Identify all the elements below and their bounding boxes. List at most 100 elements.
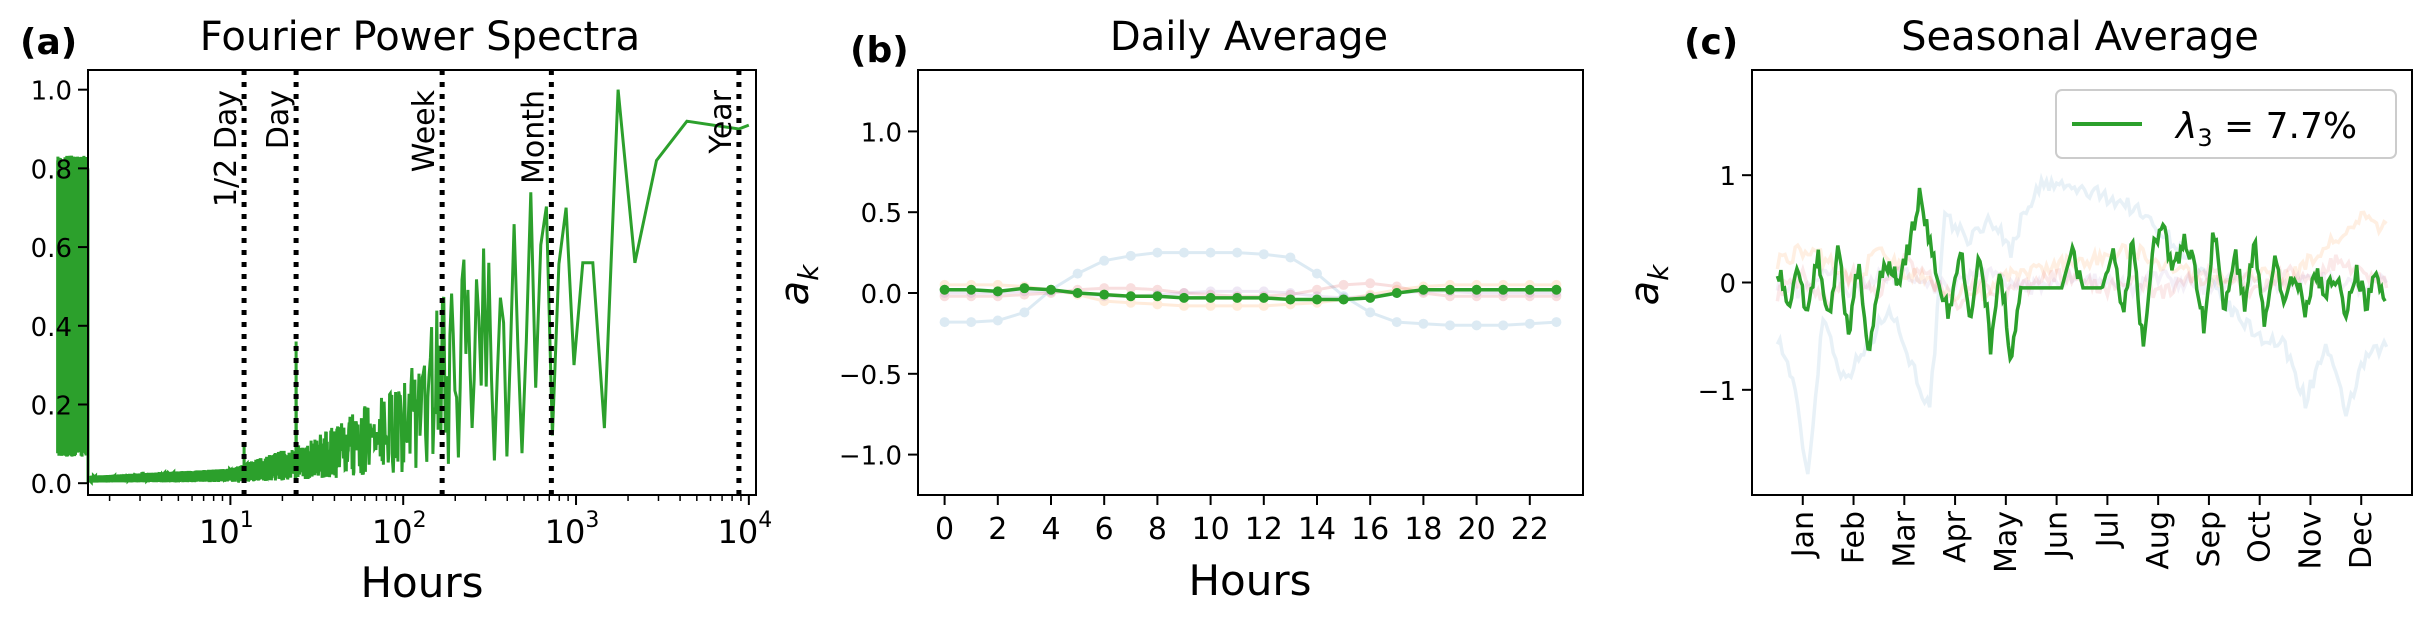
y-tick-label-b-1: −0.5: [839, 361, 902, 391]
marker-label-4: Year: [704, 89, 739, 154]
point-b-4-17: [1391, 288, 1402, 299]
point-b-4-9: [1179, 292, 1189, 303]
x-tick-label-a-2: 103: [545, 508, 600, 551]
point-b-4-2: [992, 286, 1003, 297]
legend-label-lambda: λ: [2174, 106, 2197, 147]
point-b-1-11: [1232, 300, 1243, 311]
point-b-0-21: [1498, 320, 1509, 331]
series-line-c-1: [1775, 210, 2388, 303]
x-tick-label-b-11: 22: [1511, 512, 1549, 547]
point-b-0-20: [1471, 320, 1482, 331]
point-b-0-1: [966, 317, 977, 328]
point-b-0-3: [1019, 307, 1030, 318]
y-axis-label-c: ak: [1622, 263, 1675, 306]
point-b-0-12: [1258, 249, 1269, 260]
point-b-0-9: [1179, 247, 1189, 258]
legend-label-sub: 3: [2197, 124, 2212, 152]
x-tick-label-c-9: Oct: [2243, 511, 2278, 563]
point-b-4-1: [966, 284, 977, 295]
point-b-0-8: [1152, 247, 1163, 258]
point-b-0-11: [1232, 247, 1243, 258]
point-b-4-20: [1471, 284, 1482, 295]
x-tick-label-b-7: 14: [1298, 512, 1336, 547]
legend-label: λ3 = 7.7%: [2174, 106, 2357, 152]
plot-area-c: [1775, 172, 2389, 475]
x-tick-label-b-10: 20: [1458, 512, 1496, 547]
point-b-0-23: [1551, 317, 1562, 328]
point-b-0-18: [1418, 318, 1429, 329]
y-tick-label-b-3: 0.5: [861, 199, 902, 229]
point-b-0-14: [1312, 268, 1322, 279]
ticks-c: −1 0 1 Jan Feb Mar Apr May Jun Jul Aug Sep Oct Nov Dec: [1698, 162, 2380, 573]
y-tick-label-c-1: 0: [1719, 270, 1736, 300]
point-b-0-16: [1365, 307, 1376, 318]
x-tick-label-a-3: 104: [717, 508, 772, 551]
legend-box: [2055, 89, 2397, 159]
y-tick-label-a-1: 0.2: [31, 391, 72, 421]
y-axis-label-sub-b: k: [792, 263, 825, 281]
point-b-0-5: [1072, 268, 1083, 279]
point-b-0-6: [1099, 255, 1110, 266]
x-axis-label-a: Hours: [360, 558, 483, 607]
point-b-4-16: [1365, 292, 1376, 303]
point-b-4-22: [1524, 284, 1535, 295]
x-tick-label-b-8: 16: [1351, 512, 1389, 547]
panel-fourier-spectra: (a) Fourier Power Spectra 1/2 Day Day Week…: [20, 14, 772, 607]
marker-label-2: Week: [407, 89, 442, 172]
series-line-c-0: [1775, 172, 2389, 475]
point-b-2-15: [1338, 279, 1349, 290]
x-tick-label-b-0: 0: [935, 512, 954, 547]
y-tick-label-b-0: −1.0: [839, 442, 902, 472]
series-line-c-4: [1775, 187, 2387, 364]
point-b-1-12: [1258, 300, 1269, 311]
x-tick-label-c-1: Feb: [1837, 511, 1872, 564]
axes-frame-b: [917, 69, 1584, 496]
point-b-4-4: [1046, 284, 1056, 295]
x-tick-label-c-11: Dec: [2344, 511, 2379, 569]
marker-label-1: Day: [261, 90, 296, 149]
x-tick-label-c-5: Jun: [2040, 511, 2075, 560]
point-b-4-3: [1019, 283, 1030, 294]
point-b-2-14: [1312, 284, 1322, 295]
plot-area-a: 1/2 Day Day Week Month Year: [56, 70, 750, 495]
y-tick-label-c-2: 1: [1719, 162, 1736, 192]
legend-c: λ3 = 7.7%: [2055, 89, 2397, 159]
x-tick-label-b-6: 12: [1245, 512, 1283, 547]
panel-label-b: (b): [850, 30, 909, 71]
x-tick-label-c-8: Sep: [2192, 511, 2227, 568]
point-b-4-8: [1152, 291, 1163, 302]
y-tick-label-b-4: 1.0: [861, 118, 902, 148]
x-tick-label-b-1: 2: [988, 512, 1007, 547]
series-line-b-0: [944, 251, 1557, 327]
point-b-4-7: [1125, 291, 1136, 302]
point-b-4-5: [1072, 288, 1083, 299]
point-b-0-2: [992, 315, 1003, 326]
x-tick-label-c-4: May: [1989, 511, 2024, 573]
x-tick-label-b-2: 4: [1041, 512, 1060, 547]
point-b-4-21: [1498, 284, 1509, 295]
point-b-4-23: [1551, 284, 1562, 295]
y-axis-label-b: ak: [772, 263, 825, 306]
point-b-4-11: [1232, 292, 1243, 303]
x-axis-label-b: Hours: [1188, 556, 1311, 605]
marker-label-0: 1/2 Day: [209, 90, 244, 207]
x-tick-label-b-3: 6: [1095, 512, 1114, 547]
axes-frame-a: [87, 69, 757, 496]
series-b-0: [939, 247, 1562, 331]
x-tick-label-c-10: Nov: [2293, 511, 2328, 570]
x-tick-label-b-5: 10: [1192, 512, 1230, 547]
point-b-4-0: [939, 284, 950, 295]
point-b-2-7: [1125, 283, 1136, 294]
chart-title-a: Fourier Power Spectra: [200, 14, 640, 60]
point-b-0-19: [1445, 320, 1455, 331]
panel-label-a: (a): [20, 22, 77, 63]
point-b-1-8: [1152, 299, 1163, 310]
panel-seasonal-average: (c) Seasonal Average −1 0 1 Jan Feb Mar Apr May…: [1622, 14, 2413, 573]
point-b-0-7: [1125, 250, 1136, 261]
panel-daily-average: (b) Daily Average −1.0 −0.5 0.0 0.5 1.0 0 2 4 6 8…: [772, 14, 1584, 605]
x-tick-label-a-1: 102: [372, 508, 427, 551]
plot-area-b: [939, 247, 1562, 331]
y-tick-label-a-5: 1.0: [31, 77, 72, 107]
marker-label-3: Month: [516, 90, 551, 184]
